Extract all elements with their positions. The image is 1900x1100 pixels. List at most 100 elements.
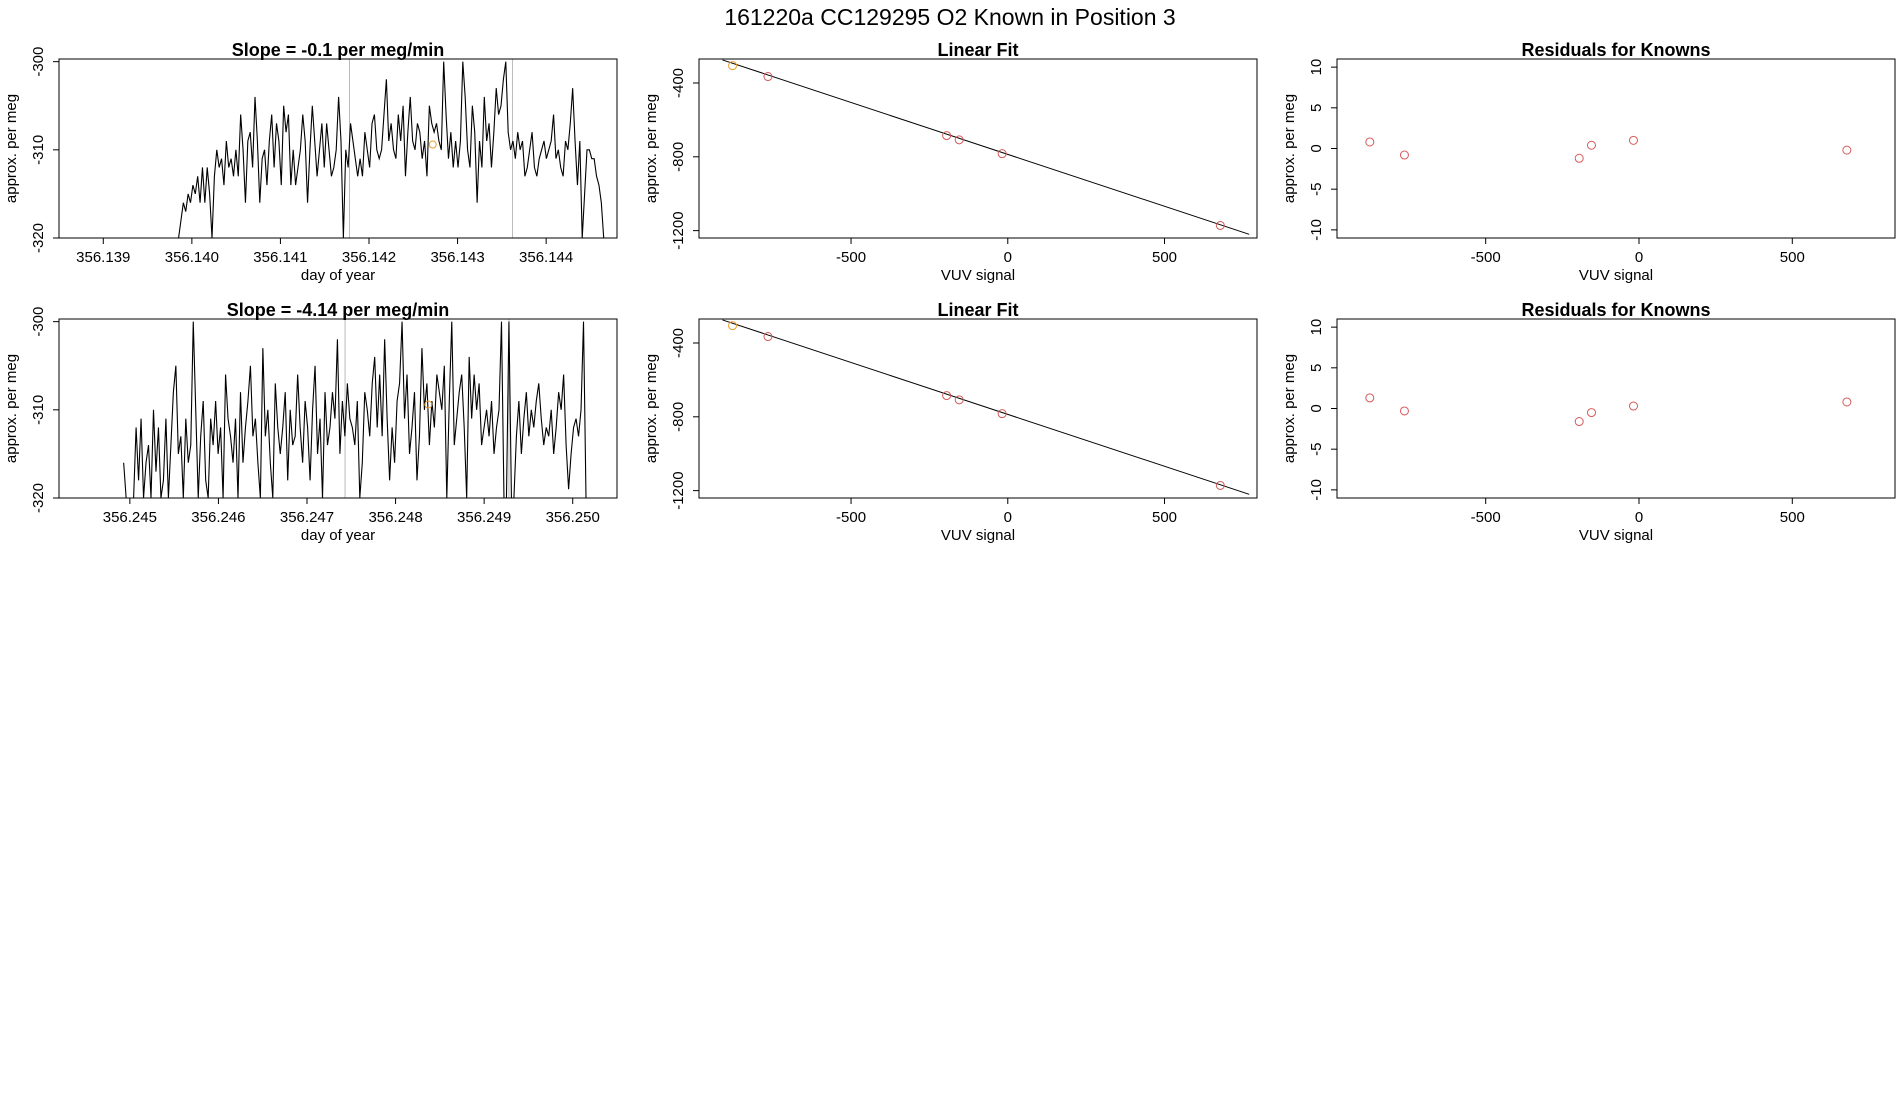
y-tick-label: 5 <box>1308 364 1325 372</box>
y-axis-label: approx. per meg <box>1281 354 1298 463</box>
y-tick-label: 10 <box>1308 59 1325 76</box>
chart-title: Linear Fit <box>937 40 1018 60</box>
x-axis-label: VUV signal <box>1579 527 1653 544</box>
x-tick-label: -500 <box>836 249 866 266</box>
data-point <box>1574 153 1584 163</box>
data-point <box>954 395 964 405</box>
plot-frame <box>698 318 1258 499</box>
data-point <box>728 61 738 71</box>
y-tick-label: -800 <box>670 142 687 172</box>
y-tick-label: -310 <box>30 395 47 425</box>
data-point <box>1399 150 1409 160</box>
x-tick-label: 500 <box>1152 509 1177 526</box>
chart-res1: -500 0 500 -10 -5 0 5 10 Residuals for Knowns VUV… <box>1281 40 1896 284</box>
x-tick-label: 356.246 <box>191 509 245 526</box>
data-point <box>763 332 773 342</box>
x-tick-label: 356.141 <box>253 249 307 266</box>
data-point <box>997 409 1007 419</box>
y-axis-label: approx. per meg <box>3 354 20 463</box>
y-axis-label: approx. per meg <box>643 94 660 203</box>
x-tick-label: 0 <box>1004 249 1012 266</box>
y-tick-label: 0 <box>1308 144 1325 152</box>
x-tick-label: 500 <box>1780 509 1805 526</box>
y-axis-label: approx. per meg <box>643 354 660 463</box>
y-tick-label: -10 <box>1308 219 1325 241</box>
data-point <box>954 135 964 145</box>
plot-frame <box>1336 58 1896 239</box>
chart-title: Residuals for Knowns <box>1521 300 1710 320</box>
data-point <box>1574 417 1584 427</box>
data-point <box>1365 137 1375 147</box>
chart-res2: -500 0 500 -10 -5 0 5 10 Residuals for Knowns VUV… <box>1281 300 1896 544</box>
data-point <box>1215 220 1225 230</box>
y-tick-label: -310 <box>30 135 47 165</box>
data-point <box>1399 406 1409 416</box>
chart-title: Slope = -0.1 per meg/min <box>232 40 445 60</box>
data-point <box>1842 145 1852 155</box>
x-tick-label: 356.142 <box>342 249 396 266</box>
y-tick-label: -10 <box>1308 479 1325 501</box>
y-tick-label: -400 <box>670 68 687 98</box>
chart-ts2: 356.245 356.246 356.247 356.248 356.249 356.2… <box>3 300 618 544</box>
y-tick-label: -5 <box>1308 183 1325 196</box>
x-tick-label: 356.143 <box>430 249 484 266</box>
chart-title: Residuals for Knowns <box>1521 40 1710 60</box>
x-tick-label: 500 <box>1152 249 1177 266</box>
x-tick-label: -500 <box>1471 249 1501 266</box>
chart-fit1: -500 0 500 -1200 -800 -400 Linear Fit VUV signa… <box>643 40 1258 284</box>
y-tick-label: 5 <box>1308 104 1325 112</box>
x-tick-label: 356.140 <box>165 249 219 266</box>
chart-fit2: -500 0 500 -1200 -800 -400 Linear Fit VUV signa… <box>643 300 1258 544</box>
y-tick-label: -300 <box>30 307 47 337</box>
chart-title: Linear Fit <box>937 300 1018 320</box>
y-tick-label: -400 <box>670 328 687 358</box>
y-tick-label: -320 <box>30 223 47 253</box>
data-point <box>1586 140 1596 150</box>
x-tick-label: 356.249 <box>457 509 511 526</box>
y-axis-label: approx. per meg <box>1281 94 1298 203</box>
fit-line <box>722 319 1250 495</box>
x-axis-label: day of year <box>301 527 375 544</box>
series-line <box>178 61 605 238</box>
x-tick-label: 356.144 <box>519 249 573 266</box>
y-tick-label: -1200 <box>670 471 687 509</box>
x-tick-label: 0 <box>1635 249 1643 266</box>
page-title: 161220a CC129295 O2 Known in Position 3 <box>724 4 1176 30</box>
x-tick-label: -500 <box>836 509 866 526</box>
x-tick-label: 0 <box>1004 509 1012 526</box>
plot-frame <box>698 58 1258 239</box>
data-point <box>1628 401 1638 411</box>
plot-frame <box>1336 318 1896 499</box>
chart-ts1: 356.139 356.140 356.141 356.142 356.143 356.1… <box>3 40 618 284</box>
x-tick-label: 0 <box>1635 509 1643 526</box>
data-point <box>942 131 952 141</box>
series-line <box>123 321 587 498</box>
x-axis-label: day of year <box>301 267 375 284</box>
data-point <box>763 72 773 82</box>
x-axis-label: VUV signal <box>941 267 1015 284</box>
y-tick-label: -1200 <box>670 211 687 249</box>
x-tick-label: 356.139 <box>76 249 130 266</box>
y-tick-label: -800 <box>670 402 687 432</box>
data-point <box>728 321 738 331</box>
x-axis-label: VUV signal <box>941 527 1015 544</box>
y-tick-label: 10 <box>1308 319 1325 336</box>
data-point <box>1365 393 1375 403</box>
chart-title: Slope = -4.14 per meg/min <box>227 300 450 320</box>
x-axis-label: VUV signal <box>1579 267 1653 284</box>
data-point <box>997 149 1007 159</box>
x-tick-label: -500 <box>1471 509 1501 526</box>
y-tick-label: -5 <box>1308 443 1325 456</box>
x-tick-label: 356.245 <box>103 509 157 526</box>
data-point <box>1628 135 1638 145</box>
fit-line <box>722 59 1250 235</box>
x-tick-label: 356.248 <box>368 509 422 526</box>
y-tick-label: -320 <box>30 483 47 513</box>
y-tick-label: 0 <box>1308 404 1325 412</box>
data-point <box>942 391 952 401</box>
y-axis-label: approx. per meg <box>3 94 20 203</box>
data-point <box>1586 408 1596 418</box>
x-tick-label: 500 <box>1780 249 1805 266</box>
data-point <box>1842 397 1852 407</box>
x-tick-label: 356.247 <box>280 509 334 526</box>
